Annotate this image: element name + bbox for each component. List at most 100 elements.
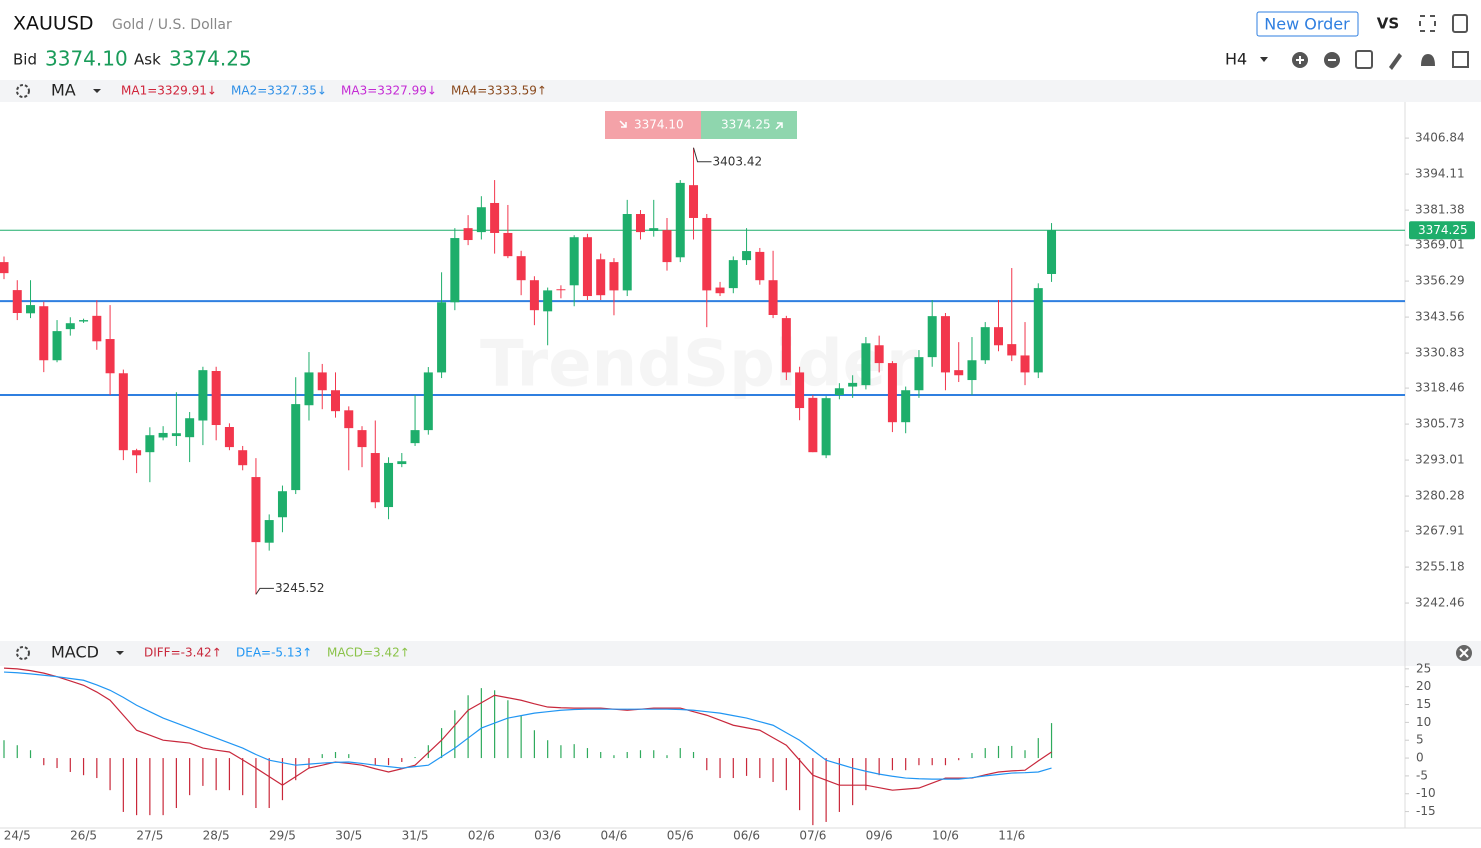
candle-body: [675, 182, 685, 258]
candle-body: [171, 433, 181, 437]
candle-body: [238, 450, 248, 466]
sell-price[interactable]: 3374.10: [634, 118, 684, 132]
sell-button[interactable]: [605, 111, 701, 139]
x-tick-label: 05/6: [667, 829, 694, 843]
x-tick-label: 31/5: [402, 829, 429, 843]
candle-body: [755, 251, 765, 281]
candle-body: [397, 461, 407, 465]
new-order-button[interactable]: [1256, 11, 1359, 37]
candle-body: [211, 371, 221, 426]
settings-icon[interactable]: [16, 84, 30, 98]
candle-body: [728, 260, 738, 289]
candle-body: [821, 398, 831, 456]
candle-body: [556, 289, 566, 291]
candle-body: [384, 462, 394, 508]
x-tick-label: 26/5: [70, 829, 97, 843]
sub-indicator-name[interactable]: MACD: [51, 643, 99, 662]
ma-legend: MA2=3327.35↓: [231, 84, 327, 98]
candle-body: [264, 520, 274, 543]
layout-icon[interactable]: [1355, 50, 1373, 69]
candle-body: [848, 382, 858, 387]
ask-price: 3374.25: [169, 47, 252, 71]
indicator-bar: [0, 80, 1481, 102]
timeframe[interactable]: H4: [1225, 50, 1247, 69]
candle-body: [118, 373, 128, 451]
buy-price[interactable]: 3374.25: [721, 118, 771, 132]
y-tick-label: 3330.83: [1415, 346, 1465, 360]
candle-body: [198, 370, 208, 421]
candle-body: [145, 435, 155, 453]
candle-body: [887, 363, 897, 423]
y-tick-label: 3293.01: [1415, 453, 1465, 467]
candle-body: [437, 302, 447, 373]
candle-body: [291, 404, 301, 491]
candle-body: [927, 316, 937, 358]
macd-legend: DEA=-5.13↑: [236, 646, 312, 660]
candle-body: [901, 390, 911, 423]
bid-label: Bid: [13, 51, 37, 69]
candle-body: [768, 280, 778, 315]
draw-icon[interactable]: [1389, 53, 1402, 70]
candle-body: [980, 327, 990, 361]
y-tick-label: 3356.29: [1415, 274, 1465, 288]
candle-body: [967, 360, 977, 381]
close-glyph: [1459, 648, 1469, 658]
indicator-name[interactable]: MA: [51, 81, 76, 100]
candle-body: [12, 290, 22, 314]
candle-body: [861, 343, 871, 386]
candle-body: [543, 290, 553, 312]
panel-icon[interactable]: [1452, 14, 1468, 33]
new-order-label[interactable]: New Order: [1264, 15, 1350, 34]
fullscreen-icon[interactable]: [1419, 15, 1436, 32]
candle-body: [795, 372, 805, 409]
y-tick-label: 3318.46: [1415, 381, 1465, 395]
candle-body: [596, 259, 606, 296]
alert-icon[interactable]: [1421, 54, 1435, 66]
y-tick-label: 15: [1416, 697, 1431, 711]
candle-body: [463, 228, 473, 241]
ask-label: Ask: [134, 51, 161, 69]
candle-body: [715, 287, 725, 294]
candle-body: [1020, 355, 1030, 373]
y-tick-label: -5: [1416, 768, 1428, 782]
vs-button[interactable]: VS: [1377, 15, 1399, 33]
candle-body: [331, 390, 340, 412]
candle-body: [529, 280, 539, 311]
ma-legend: MA3=3327.99↓: [341, 84, 437, 98]
chart-type-icon[interactable]: [1452, 51, 1469, 68]
x-tick-label: 10/6: [932, 829, 959, 843]
y-tick-label: -10: [1416, 786, 1436, 800]
candle-body: [516, 256, 526, 281]
bid-price: 3374.10: [45, 47, 128, 71]
y-tick-label: 3381.38: [1415, 203, 1465, 217]
y-tick-label: 3267.91: [1415, 524, 1465, 538]
candle-body: [370, 453, 380, 503]
y-tick-label: -15: [1416, 804, 1436, 818]
candle-body: [994, 327, 1003, 346]
candle-body: [940, 316, 950, 373]
candle-body: [450, 238, 460, 303]
buy-arrow: [775, 122, 783, 130]
dropdown-arrow[interactable]: [116, 651, 124, 655]
candle-body: [1047, 230, 1057, 274]
candle-body: [224, 427, 234, 448]
y-tick-label: 25: [1416, 661, 1431, 675]
candle-body: [410, 430, 420, 444]
candle-body: [52, 331, 62, 361]
dropdown-arrow[interactable]: [93, 89, 101, 93]
candle-body: [92, 315, 102, 342]
x-tick-label: 29/5: [269, 829, 296, 843]
candle-body: [702, 217, 712, 291]
y-tick-label: 5: [1416, 733, 1424, 747]
extreme-pointer: [693, 147, 712, 163]
sell-arrow: [619, 120, 627, 128]
symbol: XAUUSD: [13, 13, 94, 35]
macd-line: [3, 671, 1052, 780]
x-tick-label: 07/6: [799, 829, 826, 843]
candle-body: [26, 305, 36, 314]
dropdown-arrow[interactable]: [1260, 57, 1268, 62]
candle-body: [132, 450, 142, 456]
settings-icon[interactable]: [16, 646, 30, 660]
